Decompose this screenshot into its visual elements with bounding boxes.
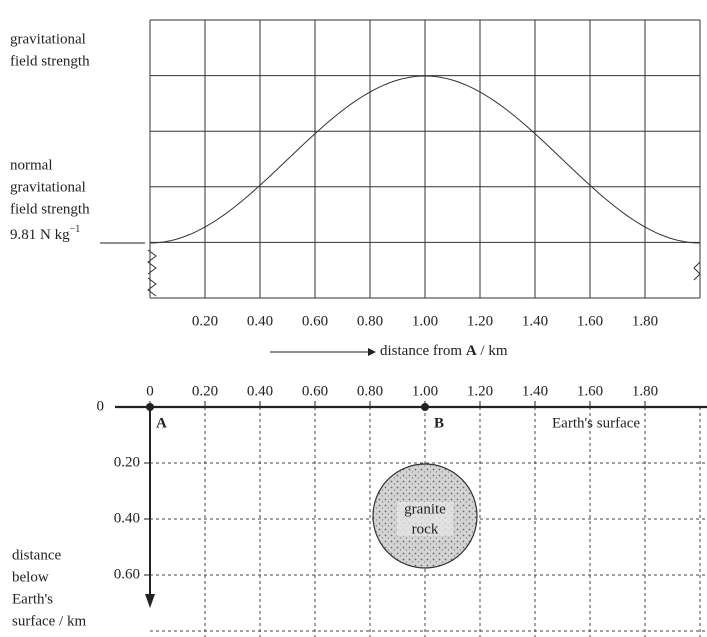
normal-label: gravitational: [10, 179, 86, 195]
depth-arrow-head: [145, 594, 155, 608]
x-tick-label: 0: [146, 383, 154, 399]
point-a-label: A: [156, 415, 167, 431]
x-tick-label: 1.00: [412, 313, 438, 329]
x-tick-label: 1.60: [577, 313, 603, 329]
x-tick-label: 1.20: [467, 383, 493, 399]
depth-label: Earth's: [12, 591, 53, 607]
depth-tick-label: 0.60: [114, 566, 140, 582]
x-tick-label: 1.20: [467, 313, 493, 329]
x-tick-label: 0.60: [302, 383, 328, 399]
point-b-label: B: [434, 415, 444, 431]
depth-tick-label: 0: [97, 398, 105, 414]
y-axis-label: gravitational: [10, 31, 86, 47]
x-tick-label: 0.80: [357, 383, 383, 399]
axis-break: [147, 249, 157, 297]
axis-break: [693, 261, 701, 281]
x-tick-label: 1.00: [412, 383, 438, 399]
x-tick-label: 1.60: [577, 383, 603, 399]
normal-value: 9.81 N kg−1: [10, 224, 80, 243]
x-axis-label: distance from A / km: [380, 343, 508, 359]
normal-unit-power: −1: [70, 224, 81, 235]
x-tick-label: 1.80: [632, 313, 658, 329]
normal-label: field strength: [10, 201, 90, 217]
x-tick-label: 1.40: [522, 383, 548, 399]
field-curve: [149, 75, 701, 244]
x-tick-label: 0.20: [192, 383, 218, 399]
x-tick-label: 0.40: [247, 383, 273, 399]
rock-label-bg: [397, 502, 453, 536]
depth-label: below: [12, 569, 49, 585]
x-axis-label-text: distance from: [380, 343, 466, 359]
rock-label: rock: [412, 521, 439, 537]
x-tick-label: 0.60: [302, 313, 328, 329]
rock-label: granite: [404, 501, 446, 517]
x-tick-label: 0.20: [192, 313, 218, 329]
x-tick-label: 0.40: [247, 313, 273, 329]
bottom-diagram: granite rock A B Earth's surface distanc…: [12, 383, 707, 637]
surface-label: Earth's surface: [552, 415, 640, 431]
depth-label: distance: [12, 547, 61, 563]
x-axis-label-bold: A: [466, 343, 477, 359]
x-tick-label: 1.80: [632, 383, 658, 399]
normal-value-text: 9.81 N kg: [10, 227, 70, 243]
normal-label: normal: [10, 157, 53, 173]
y-axis-label: field strength: [10, 53, 90, 69]
x-tick-label: 1.40: [522, 313, 548, 329]
x-tick-label: 0.80: [357, 313, 383, 329]
depth-tick-label: 0.20: [114, 454, 140, 470]
top-graph: gravitational field strength normal grav…: [10, 19, 701, 359]
x-axis-label-text: / km: [477, 343, 508, 359]
axis-arrow-head: [368, 348, 376, 356]
depth-tick-label: 0.40: [114, 510, 140, 526]
depth-label: surface / km: [12, 613, 86, 629]
